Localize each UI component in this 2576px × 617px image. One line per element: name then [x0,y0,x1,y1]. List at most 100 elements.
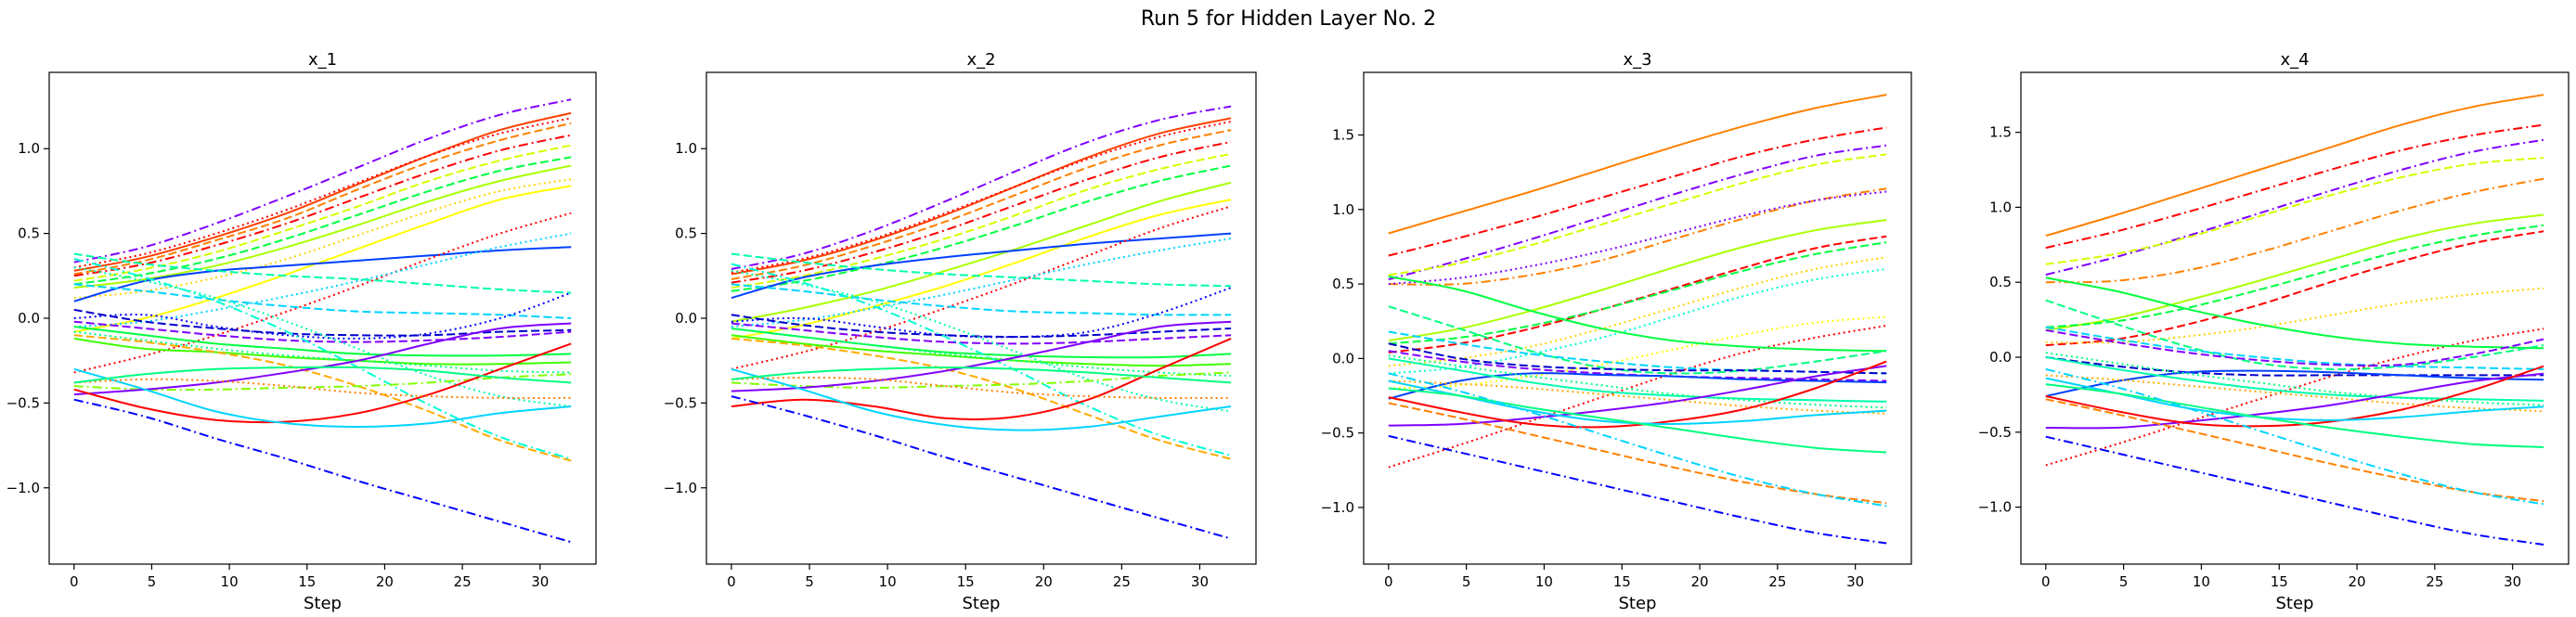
y-tick-label: 1.0 [675,140,697,157]
series-line-31 [73,398,572,544]
x-tick-label: 30 [531,573,549,590]
series-line-30 [731,395,1232,540]
series-line-27 [1388,402,1887,505]
series-line-7 [1388,219,1887,342]
series-line-10 [731,232,1232,300]
series-line-1 [2045,94,2544,238]
series-line-24 [73,258,572,460]
x-tick-label: 25 [2426,573,2443,590]
series-line-27 [731,367,1232,431]
series-line-7 [2045,224,2544,328]
series-line-23 [1388,365,1887,427]
series-line-25 [1388,379,1887,426]
series-line-23 [731,263,1232,456]
y-tick-label: 0.0 [675,310,697,327]
y-tick-label: −0.5 [664,394,697,411]
series-line-14 [73,252,572,294]
x-tick-label: 0 [727,573,736,590]
series-line-3 [731,121,1232,274]
series-line-4 [731,129,1232,280]
y-tick-label: 0.5 [18,225,40,242]
series-line-26 [2045,435,2544,546]
series-line-7 [731,164,1232,292]
series-line-13 [1388,325,1887,469]
series-line-16 [73,291,572,340]
y-tick-label: 0.0 [1989,349,2012,366]
series-line-14 [2045,328,2544,367]
x-tick-label: 5 [2119,573,2129,590]
x-tick-label: 10 [879,573,897,590]
x-tick-label: 0 [70,573,79,590]
subplot-x-2: x_2 0 5 10 15 20 25 30 −1.0 −0.5 0.0 0.5 1.0 Step [664,50,1257,613]
series-line-24 [731,371,1232,389]
y-tick-label: −1.0 [664,480,697,496]
series-line-30 [73,366,572,384]
y-tick-label: −0.5 [1321,425,1354,442]
x-tick-label: 20 [1035,573,1053,590]
series-line-9 [731,199,1232,340]
subplot-title: x_4 [2280,50,2309,70]
x-tick-label: 20 [376,573,394,590]
y-tick-label: 1.5 [1989,124,2012,141]
series-line-9 [73,178,572,300]
series-line-4 [2045,157,2544,265]
series-line-11 [1388,268,1887,375]
y-tick-label: 0.5 [1989,274,2012,290]
series-line-8 [73,164,572,289]
x-tick-label: 10 [2193,573,2210,590]
figure-title: Run 5 for Hidden Layer No. 2 [1141,7,1436,31]
series-line-20 [2045,372,2544,430]
subplot-title: x_2 [966,50,995,70]
y-tick-label: −1.0 [6,480,40,496]
series-line-11 [2045,276,2544,350]
x-tick-label: 25 [1768,573,1786,590]
series-line-14 [1388,276,1887,353]
series-line-19 [2045,374,2544,413]
series-line-22 [1388,379,1887,415]
series-line-21 [731,269,1232,413]
x-axis-label: Step [1619,594,1657,613]
series-line-28 [731,376,1232,400]
x-tick-label: 20 [2348,573,2365,590]
series-line-6 [2045,213,2544,331]
series-line-15 [2045,356,2544,377]
subplot-x-3: x_3 0 5 10 15 20 25 30 −1.0 −0.5 0.0 0.5 1.0 1.5 Step [1321,50,1912,613]
subplot-title: x_1 [308,50,337,70]
x-tick-label: 20 [1690,573,1708,590]
series-line-19 [1388,372,1887,400]
series-line-1 [731,105,1232,270]
x-tick-label: 5 [1462,573,1471,590]
series-line-2 [731,117,1232,276]
series-line-15 [1388,305,1887,375]
x-tick-label: 25 [454,573,472,590]
y-tick-label: 0.0 [1332,350,1354,366]
series-line-27 [73,342,572,424]
series-line-8 [731,181,1232,323]
series-line-28 [1388,372,1887,508]
series-line-5 [73,134,572,277]
series-line-22 [731,337,1232,460]
series-line-23 [73,334,572,462]
series-line-4 [73,122,572,276]
series-line-10 [1388,256,1887,367]
series-line-20 [1388,357,1887,403]
y-tick-label: 1.5 [1332,126,1354,143]
series-line-13 [73,232,572,328]
series-line-21 [1388,354,1887,409]
series-line-16 [1388,330,1887,375]
series-line-11 [731,205,1232,370]
series-line-29 [73,378,572,400]
series-line-29 [731,366,1232,384]
x-tick-label: 15 [1613,573,1631,590]
series-line-9 [2045,287,2544,344]
series-line-4 [1388,153,1887,276]
x-tick-label: 5 [805,573,814,590]
series-line-29 [1388,434,1887,545]
y-tick-label: 0.5 [675,225,697,242]
series-line-23 [2045,383,2544,448]
series-line-2 [1388,126,1887,257]
y-tick-label: 0.5 [1332,276,1354,292]
series-line-5 [2045,177,2544,284]
series-line-18 [73,320,572,343]
